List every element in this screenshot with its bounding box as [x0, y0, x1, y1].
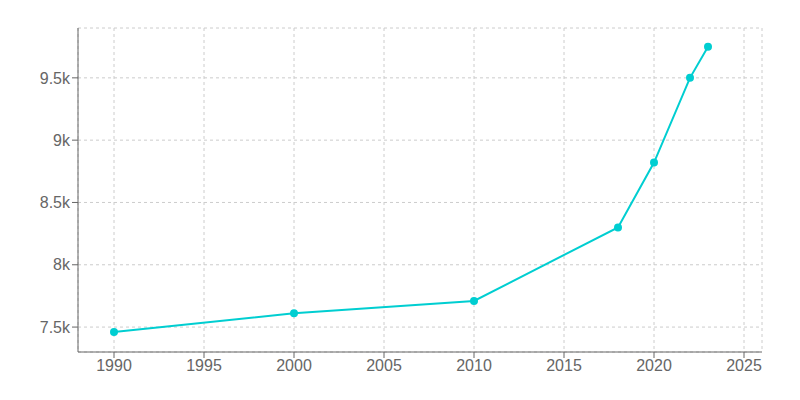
svg-text:1995: 1995 [186, 357, 222, 374]
svg-text:8k: 8k [53, 256, 71, 273]
svg-text:2025: 2025 [726, 357, 762, 374]
svg-text:2005: 2005 [366, 357, 402, 374]
svg-text:1990: 1990 [96, 357, 132, 374]
svg-text:2010: 2010 [456, 357, 492, 374]
svg-text:8.5k: 8.5k [40, 194, 71, 211]
svg-text:9k: 9k [53, 132, 71, 149]
svg-text:2000: 2000 [276, 357, 312, 374]
svg-text:9.5k: 9.5k [40, 70, 71, 87]
svg-text:2020: 2020 [636, 357, 672, 374]
svg-text:2015: 2015 [546, 357, 582, 374]
svg-text:7.5k: 7.5k [40, 319, 71, 336]
